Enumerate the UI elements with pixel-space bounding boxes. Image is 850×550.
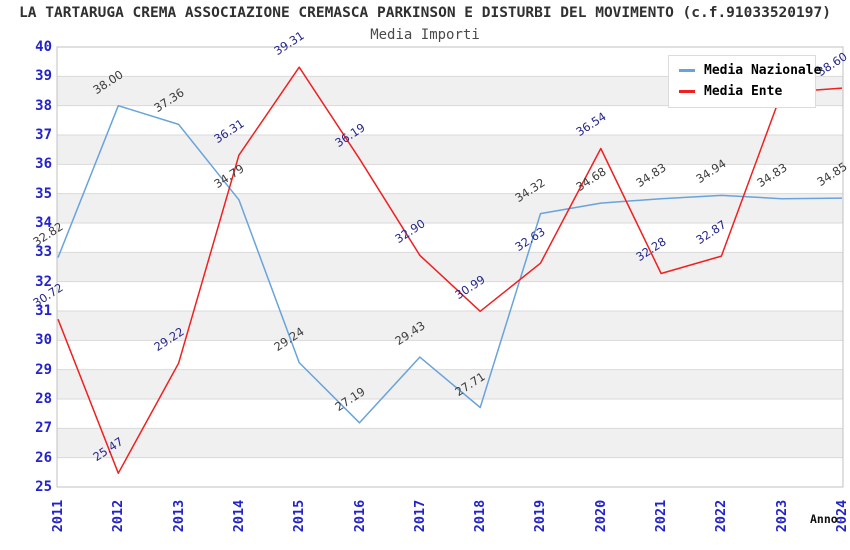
legend: Media Nazionale Media Ente — [668, 55, 821, 108]
plot-band — [57, 399, 843, 429]
plot-band — [57, 340, 843, 370]
plot-band — [57, 457, 843, 487]
legend-line-swatch-icon — [679, 69, 695, 72]
plot-band — [57, 105, 843, 135]
plot-band — [57, 193, 843, 223]
plot-band — [57, 164, 843, 194]
series-line-media-nazionale — [57, 104, 843, 424]
plot-band — [57, 311, 843, 341]
legend-label: Media Ente — [704, 84, 783, 99]
plot-band — [57, 281, 843, 311]
plot-band — [57, 135, 843, 165]
page-title: LA TARTARUGA CREMA ASSOCIAZIONE CREMASCA… — [19, 5, 831, 21]
chart-title: Media Importi — [370, 27, 480, 43]
plot-band — [57, 369, 843, 399]
series-line-media-ente — [57, 66, 843, 474]
plot-band — [57, 223, 843, 253]
x-axis-title: Anno — [810, 512, 838, 526]
legend-item-media-nazionale: Media Nazionale — [669, 60, 821, 81]
plot-band — [57, 428, 843, 458]
legend-label: Media Nazionale — [704, 63, 822, 78]
y-axis-title: Media — [0, 273, 62, 289]
plot-band — [57, 252, 843, 282]
plot-border — [56, 46, 844, 488]
legend-line-swatch-icon — [679, 90, 695, 93]
legend-item-media-ente: Media Ente — [669, 81, 815, 102]
